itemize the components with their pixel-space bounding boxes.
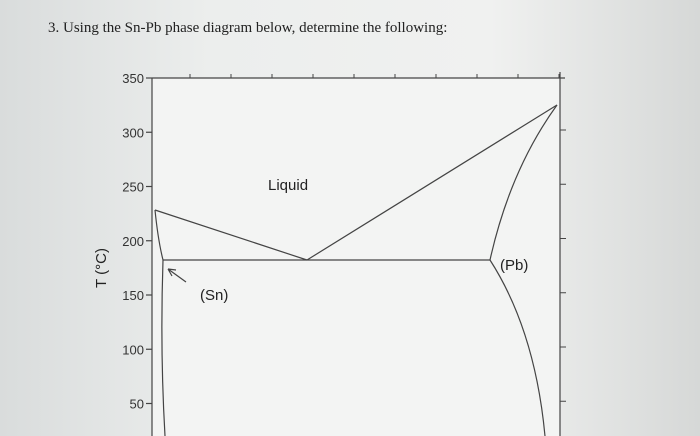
y-tick-label: 300 xyxy=(122,125,144,140)
y-tick-label: 250 xyxy=(122,180,144,195)
sn-liquidus xyxy=(154,209,308,261)
y-tick-label: 150 xyxy=(122,288,144,303)
pb-label: (Pb) xyxy=(500,257,528,274)
y-tick-label: 200 xyxy=(122,234,144,249)
plot-area xyxy=(152,78,560,436)
pb-solvus xyxy=(489,259,546,436)
y-tick-label: 100 xyxy=(122,342,144,357)
sn-solidus xyxy=(154,209,164,261)
pb-solidus xyxy=(489,104,558,261)
sn-solvus xyxy=(161,259,166,436)
y-axis-label: T (°C) xyxy=(93,248,110,288)
arrow xyxy=(167,268,187,283)
question: 3. Using the Sn-Pb phase diagram below, … xyxy=(48,20,447,36)
phase-diagram: Liquid (Sn) (Pb) T (°C) 350 300 250 200 150 1… xyxy=(93,71,566,436)
liquid-label: Liquid xyxy=(268,177,308,194)
y-tick-label: 350 xyxy=(122,71,144,86)
pb-liquidus xyxy=(306,104,558,261)
sn-label: (Sn) xyxy=(200,287,228,304)
y-tick-label: 50 xyxy=(130,397,144,412)
